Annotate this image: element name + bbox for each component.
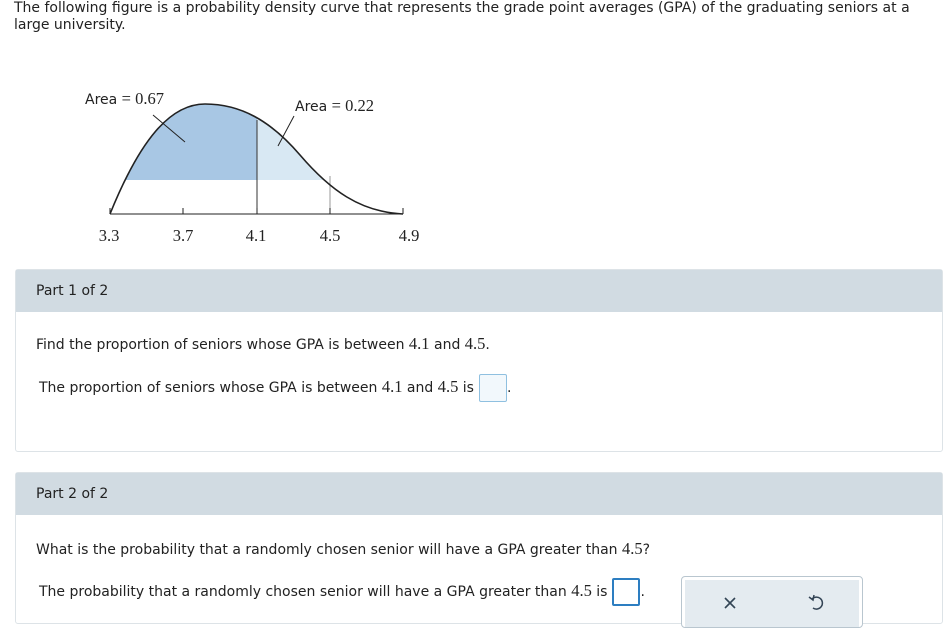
text: The proportion of seniors whose GPA is b… [39,380,382,396]
text: . [485,337,490,353]
math: 4.5 [437,377,459,396]
question: Find the proportion of seniors whose GPA… [36,334,490,354]
body: {"intro": "The following figure is a pro… [14,0,943,628]
tick-label: 4.9 [399,226,420,245]
area-label: Area = 0.22 [295,96,374,115]
density-figure: 3.3 3.7 4.1 4.5 4.9 Area = 0.67 Area = 0… [85,89,420,245]
undo-button[interactable] [807,593,825,611]
part-header: Part 1 of 2 [16,270,942,312]
density-curve [109,103,404,215]
text: is [591,584,608,600]
math: 4.5 [571,581,592,600]
text: ? [642,542,651,558]
text: The probability that a randomly chosen s… [39,584,572,600]
answer-line: The probability that a randomly chosen s… [39,578,645,606]
text: What is the probability that a randomly … [36,542,623,558]
tool-bar [685,580,859,627]
math: 4.5 [464,334,486,353]
leader-line [277,115,295,147]
intro-text: The following figure is a probability de… [14,0,910,33]
text: Find the proportion of seniors whose GPA… [36,337,409,353]
tick-label: 4.1 [246,226,267,245]
shaded-area-left [125,104,257,180]
tick-label: 3.7 [173,226,194,245]
text: is [458,380,474,396]
question: What is the probability that a randomly … [36,539,650,559]
math: 4.5 [622,539,643,558]
tick-label: 3.3 [99,226,120,245]
text: . [506,380,512,396]
tool-panel [681,576,863,628]
part-header: Part 2 of 2 [16,473,942,515]
text: and [429,337,465,353]
answer-input[interactable] [612,578,641,606]
part-panel: Part 1 of 2 Find the proportion of senio… [15,269,943,452]
tick-marks [109,208,404,214]
tick-label: 4.5 [320,226,341,245]
leader-line [152,114,186,143]
area-label: Area = 0.67 [85,89,164,108]
math: 4.1 [408,334,430,353]
page: html, body { margin: 0; padding: 0; } bo… [14,0,943,628]
part-title: Part 2 of 2 [36,486,109,502]
answer-line: The proportion of seniors whose GPA is b… [39,374,511,402]
text: . [640,584,645,600]
answer-input[interactable] [478,374,507,402]
clear-button[interactable] [722,595,738,611]
text: and [402,380,438,396]
math: 4.1 [381,377,403,396]
part-panel: Part 2 of 2 What is the probability that… [15,472,943,628]
part-title: Part 1 of 2 [36,283,109,299]
